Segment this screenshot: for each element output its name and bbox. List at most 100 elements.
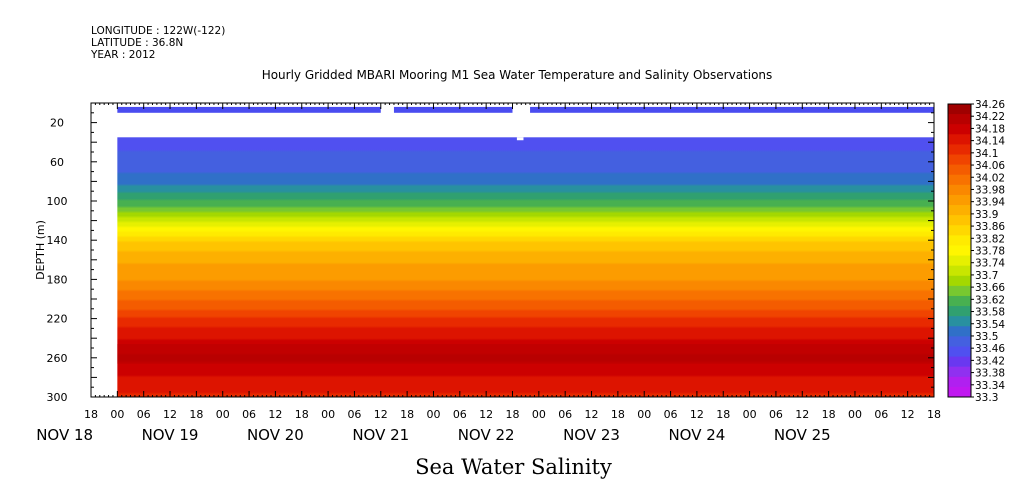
- x-hour-label: 18: [295, 408, 309, 421]
- colorbar: 34.2634.2234.1834.1434.134.0634.0233.983…: [947, 99, 1005, 404]
- x-hour-label: 00: [848, 408, 862, 421]
- x-hour-label: 00: [110, 408, 124, 421]
- y-tick-label: 140: [47, 234, 68, 247]
- colorbar-label: 33.54: [975, 319, 1005, 331]
- colorbar-label: 34.06: [975, 160, 1005, 172]
- x-hour-label: 18: [84, 408, 98, 421]
- x-axis: 18 00 06 12 18 00 06 12 18 00 06 12 18 00 06 12 18 00 06 12…: [36, 103, 941, 444]
- x-hour-label: 06: [453, 408, 467, 421]
- colorbar-label: 33.42: [975, 355, 1005, 367]
- colorbar-swatch: [948, 356, 971, 368]
- colorbar-label: 33.66: [975, 282, 1005, 294]
- colorbar-swatch: [948, 124, 971, 135]
- colorbar-swatch: [948, 346, 971, 358]
- colorbar-label: 34.02: [975, 172, 1005, 184]
- colorbar-label: 33.82: [975, 233, 1005, 245]
- x-hour-label: 18: [506, 408, 520, 421]
- colorbar-label: 33.34: [975, 380, 1005, 392]
- colorbar-swatch: [948, 205, 971, 216]
- x-hour-label: 18: [927, 408, 941, 421]
- colorbar-swatch: [948, 114, 971, 125]
- colorbar-label: 33.38: [975, 368, 1005, 380]
- x-day-label: NOV 21: [352, 426, 409, 444]
- x-day-label: NOV 19: [142, 426, 199, 444]
- x-hour-label: 12: [479, 408, 493, 421]
- colorbar-swatch: [948, 174, 971, 186]
- x-hour-label: 00: [637, 408, 651, 421]
- x-day-label: NOV 20: [247, 426, 304, 444]
- colorbar-swatch: [948, 255, 971, 267]
- x-hour-label: 18: [822, 408, 836, 421]
- colorbar-label: 33.9: [975, 209, 998, 221]
- colorbar-swatch: [948, 245, 971, 257]
- colorbar-swatch: [948, 225, 971, 236]
- x-hour-label: 12: [585, 408, 599, 421]
- x-hour-label: 12: [795, 408, 809, 421]
- x-day-label: NOV 22: [458, 426, 515, 444]
- x-hour-label: 06: [558, 408, 572, 421]
- x-hour-label: 18: [189, 408, 203, 421]
- y-axis-label: DEPTH (m): [34, 220, 47, 280]
- colorbar-swatch: [948, 326, 971, 337]
- colorbar-label: 34.1: [975, 148, 998, 160]
- longitude-line: LONGITUDE : 122W(-122): [91, 25, 226, 37]
- y-tick-label: 300: [47, 391, 68, 404]
- colorbar-label: 33.62: [975, 294, 1005, 306]
- y-tick-label: 100: [47, 195, 68, 208]
- x-hour-label: 18: [716, 408, 730, 421]
- year-line: YEAR : 2012: [91, 49, 156, 61]
- colorbar-swatch: [948, 104, 971, 115]
- x-axis-title: Sea Water Salinity: [415, 455, 612, 479]
- plot-area: [117, 106, 934, 397]
- x-day-label: NOV 25: [774, 426, 831, 444]
- colorbar-swatch: [948, 154, 971, 166]
- x-hour-label: 06: [137, 408, 151, 421]
- colorbar-swatch: [948, 194, 971, 206]
- x-day-label: NOV 23: [563, 426, 620, 444]
- colorbar-swatch: [948, 184, 971, 196]
- colorbar-label: 33.3: [975, 392, 998, 404]
- surface-salinity-band: [117, 106, 381, 113]
- colorbar-swatch: [948, 144, 971, 156]
- colorbar-swatch: [948, 215, 971, 226]
- surface-salinity-band: [393, 106, 513, 113]
- colorbar-swatch: [948, 376, 971, 388]
- colorbar-swatch: [948, 316, 971, 327]
- colorbar-swatch: [948, 366, 971, 378]
- colorbar-swatch: [948, 295, 971, 307]
- colorbar-swatch: [948, 336, 971, 347]
- colorbar-label: 33.7: [975, 270, 998, 282]
- colorbar-label: 33.86: [975, 221, 1005, 233]
- colorbar-label: 33.74: [975, 258, 1005, 270]
- surface-salinity-band: [530, 106, 934, 113]
- y-axis: 20 60 100 140 180 220 260 300: [47, 102, 934, 404]
- chart-title: Hourly Gridded MBARI Mooring M1 Sea Wate…: [261, 68, 773, 82]
- colorbar-label: 34.14: [975, 136, 1005, 148]
- colorbar-label: 33.46: [975, 343, 1005, 355]
- colorbar-swatch: [948, 164, 971, 176]
- colorbar-label: 33.58: [975, 307, 1005, 319]
- x-hour-label: 18: [611, 408, 625, 421]
- colorbar-label: 34.26: [975, 99, 1005, 111]
- x-hour-label: 00: [216, 408, 230, 421]
- x-day-label: NOV 24: [668, 426, 725, 444]
- x-hour-label: 18: [400, 408, 414, 421]
- x-hour-label: 06: [347, 408, 361, 421]
- colorbar-swatch: [948, 285, 971, 297]
- x-hour-label: 00: [426, 408, 440, 421]
- colorbar-swatch: [948, 134, 971, 145]
- x-hour-label: 00: [743, 408, 757, 421]
- x-hour-label: 12: [901, 408, 915, 421]
- x-hour-label: 12: [268, 408, 282, 421]
- colorbar-swatch: [948, 275, 971, 287]
- colorbar-swatch: [948, 235, 971, 246]
- colorbar-swatch: [948, 386, 971, 398]
- y-tick-label: 260: [47, 352, 68, 365]
- x-hour-label: 12: [690, 408, 704, 421]
- latitude-line: LATITUDE : 36.8N: [91, 37, 184, 49]
- x-hour-label: 06: [242, 408, 256, 421]
- y-tick-label: 180: [47, 273, 68, 286]
- x-day-label: NOV 18: [36, 426, 93, 444]
- y-tick-label: 20: [50, 117, 64, 130]
